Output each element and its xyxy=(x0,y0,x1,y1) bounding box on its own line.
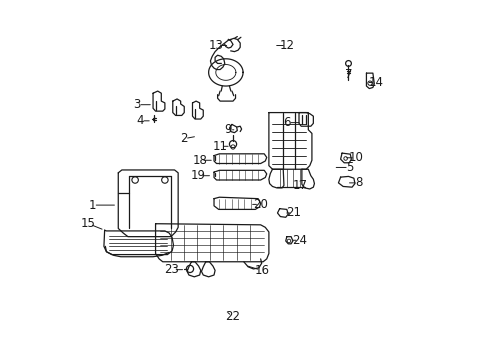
Text: 24: 24 xyxy=(292,234,307,247)
Text: 13: 13 xyxy=(209,39,224,52)
Text: 23: 23 xyxy=(164,263,179,276)
Text: 2: 2 xyxy=(180,132,187,145)
Text: 16: 16 xyxy=(254,264,269,277)
Text: 8: 8 xyxy=(355,176,362,189)
Text: 4: 4 xyxy=(136,114,143,127)
Text: 6: 6 xyxy=(283,116,290,129)
Text: 1: 1 xyxy=(88,199,96,212)
Text: 18: 18 xyxy=(192,154,207,167)
Text: 17: 17 xyxy=(292,179,307,192)
Text: 19: 19 xyxy=(191,169,205,182)
Text: 11: 11 xyxy=(212,140,227,153)
Text: 14: 14 xyxy=(368,76,383,89)
Text: 15: 15 xyxy=(81,217,96,230)
Text: 20: 20 xyxy=(253,198,267,211)
Text: 3: 3 xyxy=(133,98,141,111)
Text: 7: 7 xyxy=(344,68,351,81)
Text: 10: 10 xyxy=(348,151,363,164)
Text: 21: 21 xyxy=(286,207,301,220)
Text: 12: 12 xyxy=(280,39,294,52)
Text: 5: 5 xyxy=(346,161,353,174)
Text: 9: 9 xyxy=(224,123,232,136)
Text: 22: 22 xyxy=(225,310,240,324)
